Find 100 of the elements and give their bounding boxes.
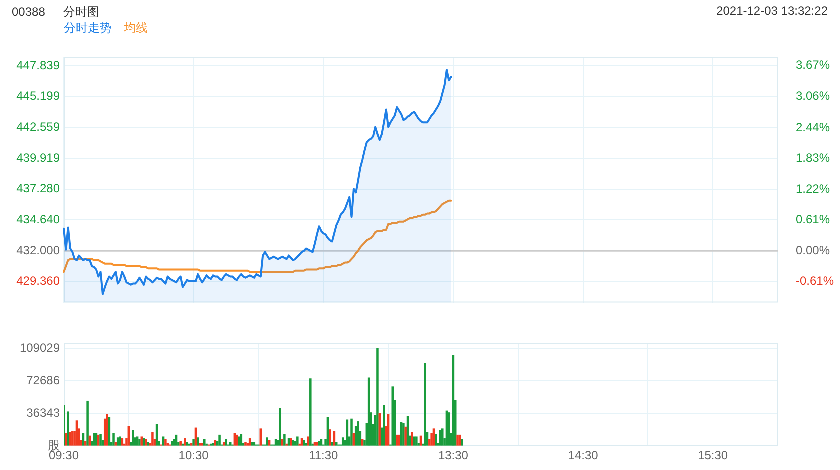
y2-tick-label: -0.61%: [796, 274, 834, 288]
bar: [320, 439, 323, 446]
y2-tick-label: 0.61%: [796, 212, 830, 227]
bar: [310, 378, 312, 446]
bar: [284, 434, 286, 446]
bar: [197, 438, 200, 446]
bar: [238, 436, 240, 446]
bar: [281, 439, 284, 446]
bar: [458, 434, 462, 446]
bar: [156, 424, 158, 446]
bar: [225, 439, 228, 446]
y2-tick-label: 0.00%: [796, 243, 830, 258]
text: 均线: [124, 21, 148, 35]
bar: [335, 442, 338, 446]
bar: [95, 433, 98, 446]
bar: [296, 436, 299, 446]
bar: [392, 386, 394, 446]
bar: [67, 412, 70, 446]
y-tick-label: 445.199: [16, 89, 60, 104]
bar: [190, 442, 193, 446]
bar: [218, 434, 221, 446]
bar: [199, 442, 202, 446]
text: 2021-12-03 13:32:22: [716, 4, 828, 18]
bar: [404, 426, 407, 446]
x-tick-label: 10:30: [178, 448, 210, 463]
bar: [279, 408, 282, 446]
bar: [350, 418, 353, 446]
bar: [331, 442, 334, 446]
bar: [460, 439, 464, 446]
bar: [357, 422, 360, 446]
y-tick-label: 429.360: [16, 274, 60, 288]
bar: [456, 434, 459, 446]
bar: [260, 428, 262, 446]
bar: [246, 442, 250, 446]
y2-tick-label: 3.06%: [796, 89, 830, 104]
bar: [342, 438, 344, 446]
bar: [240, 434, 243, 446]
bar: [65, 433, 68, 446]
bar: [248, 438, 252, 446]
bar: [307, 436, 310, 446]
y-tick-label: 442.559: [16, 120, 60, 134]
bar: [398, 434, 400, 446]
bar: [166, 442, 169, 446]
bar: [138, 439, 141, 446]
bar: [424, 363, 426, 446]
bar: [84, 441, 87, 446]
y-tick-label: 股: [48, 438, 60, 452]
y-tick-label: 109029: [20, 340, 60, 355]
bar: [416, 436, 418, 446]
bar: [303, 440, 306, 446]
bar: [435, 434, 438, 446]
bar: [305, 442, 308, 446]
bar: [192, 439, 195, 446]
bar: [106, 414, 108, 446]
bar: [253, 442, 256, 446]
y2-tick-label: 1.83%: [796, 151, 830, 166]
bar: [116, 438, 120, 446]
bar: [244, 442, 247, 446]
bar: [93, 433, 96, 446]
bar: [411, 432, 414, 446]
bar: [346, 420, 349, 446]
y-tick-label: 439.919: [16, 150, 60, 165]
bar: [448, 412, 450, 446]
chart-title: 00388: [12, 5, 46, 19]
y2-tick-label: 2.44%: [796, 120, 830, 134]
bar: [201, 442, 204, 446]
bar: [413, 436, 416, 446]
bar: [266, 438, 269, 446]
text: 分时走势: [64, 21, 112, 35]
bar: [145, 439, 148, 446]
bar: [329, 430, 332, 446]
x-tick-label: 13:30: [438, 448, 469, 463]
y-tick-label: 72686: [26, 373, 60, 388]
x-tick-label: 14:30: [568, 448, 599, 463]
bar: [175, 434, 178, 446]
bar: [186, 442, 188, 446]
bar: [132, 430, 134, 446]
y2-tick-label: 3.67%: [796, 58, 830, 72]
y2-tick-label: 1.22%: [796, 182, 830, 196]
bar: [234, 433, 236, 446]
chart-subtitle: 分时图: [63, 5, 100, 19]
bar: [236, 434, 238, 446]
bar: [112, 433, 115, 446]
y-tick-label: 447.839: [16, 58, 60, 72]
bar: [162, 436, 165, 446]
bar: [274, 439, 278, 446]
y-tick-label: 437.280: [16, 182, 60, 196]
bar: [229, 442, 232, 446]
x-tick-label: 15:30: [698, 448, 728, 463]
bar: [288, 438, 290, 446]
bar: [314, 442, 316, 446]
bar: [352, 433, 356, 446]
bar: [251, 442, 254, 446]
bar: [204, 439, 206, 446]
bar: [361, 439, 364, 446]
bar: [383, 405, 386, 446]
y-tick-label: 36343: [26, 406, 60, 420]
bar: [222, 442, 226, 446]
bar: [152, 432, 154, 446]
y-tick-label: 434.640: [16, 212, 60, 227]
